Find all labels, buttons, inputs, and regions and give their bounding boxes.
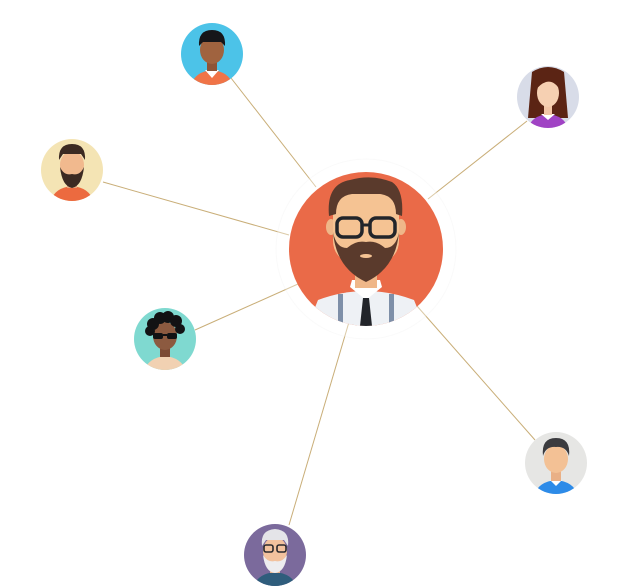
node-top-right[interactable] <box>517 66 579 130</box>
woman-long-hair-avatar <box>528 67 568 128</box>
bearded-man-glasses-avatar <box>302 177 430 326</box>
node-left[interactable] <box>41 139 103 205</box>
connections <box>102 77 536 526</box>
edge-hub-top-right <box>427 120 528 200</box>
node-mid-left[interactable] <box>134 308 196 375</box>
node-right[interactable] <box>525 432 587 498</box>
node-top[interactable] <box>181 23 243 90</box>
node-bottom[interactable] <box>244 524 306 587</box>
edge-hub-right <box>416 305 536 441</box>
edge-hub-mid-left <box>194 283 299 331</box>
hub-node[interactable] <box>275 158 457 340</box>
edge-hub-left <box>102 181 290 236</box>
edge-hub-top <box>230 77 317 188</box>
man-short-hair-avatar <box>190 30 234 85</box>
curly-hair-sunglasses-avatar <box>143 311 187 370</box>
edge-hub-bottom <box>288 321 350 526</box>
